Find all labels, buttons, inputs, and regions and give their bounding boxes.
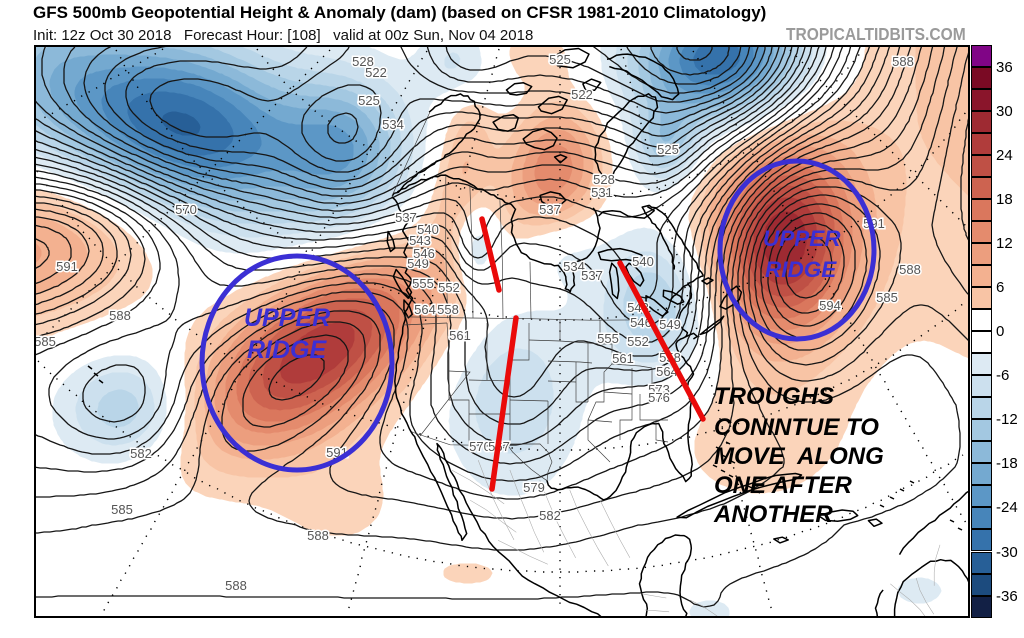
svg-text:576: 576 [648,390,670,405]
svg-text:528: 528 [593,172,615,187]
svg-text:588: 588 [225,578,247,593]
svg-text:ANOTHER: ANOTHER [713,501,833,528]
svg-text:585: 585 [34,334,56,349]
svg-text:543: 543 [409,233,431,248]
svg-text:540: 540 [632,254,654,269]
svg-text:525: 525 [657,142,679,157]
svg-text:549: 549 [659,317,681,332]
svg-text:RIDGE: RIDGE [765,257,837,282]
svg-text:585: 585 [111,502,133,517]
svg-text:549: 549 [407,256,429,271]
svg-text:537: 537 [395,210,417,225]
svg-text:585: 585 [876,290,898,305]
svg-text:CONINTUE TO: CONINTUE TO [714,414,879,441]
svg-text:UPPER: UPPER [244,304,330,332]
svg-text:582: 582 [539,508,561,523]
svg-text:531: 531 [591,185,613,200]
svg-text:552: 552 [627,334,649,349]
svg-text:528: 528 [352,54,374,69]
svg-text:570: 570 [469,439,491,454]
svg-text:525: 525 [358,93,380,108]
svg-text:564: 564 [414,302,436,317]
svg-text:588: 588 [109,308,131,323]
svg-text:537: 537 [581,268,603,283]
svg-text:573: 573 [648,382,670,397]
svg-text:594: 594 [819,298,841,313]
svg-text:534: 534 [563,259,585,274]
svg-text:UPPER: UPPER [763,226,841,251]
svg-text:561: 561 [612,351,634,366]
svg-text:ONE AFTER: ONE AFTER [714,472,852,499]
svg-text:534: 534 [382,117,404,132]
svg-text:564: 564 [656,364,678,379]
svg-text:582: 582 [130,446,152,461]
svg-text:588: 588 [899,262,921,277]
svg-text:522: 522 [365,65,387,80]
svg-text:591: 591 [56,259,78,274]
svg-text:522: 522 [571,87,593,102]
svg-text:537: 537 [539,202,561,217]
svg-text:555: 555 [597,331,619,346]
svg-text:546: 546 [413,246,435,261]
svg-text:558: 558 [437,302,459,317]
svg-text:RIDGE: RIDGE [247,336,328,364]
svg-text:588: 588 [892,54,914,69]
svg-text:TROUGHS: TROUGHS [714,383,834,410]
svg-text:552: 552 [438,280,460,295]
svg-text:570: 570 [175,202,197,217]
svg-text:579: 579 [523,480,545,495]
svg-text:540: 540 [417,222,439,237]
svg-text:561: 561 [449,328,471,343]
svg-text:555: 555 [412,276,434,291]
svg-text:MOVE ALONG: MOVE ALONG [714,443,884,470]
svg-text:525: 525 [549,52,571,67]
svg-text:588: 588 [307,528,329,543]
